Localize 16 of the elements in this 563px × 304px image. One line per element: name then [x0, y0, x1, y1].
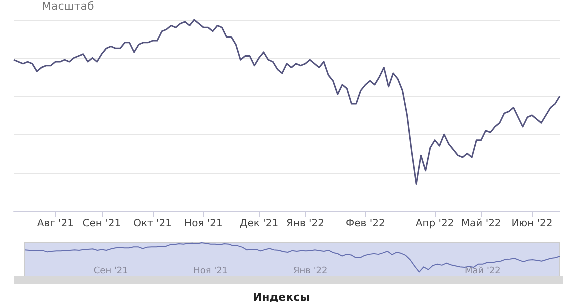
x-tick-label: Ноя '21 — [184, 218, 223, 230]
x-tick-label: Авг '21 — [37, 218, 74, 230]
x-tick-label: Янв '22 — [286, 218, 325, 230]
x-tick-label: Апр '22 — [416, 218, 454, 230]
text: Индексы — [252, 291, 310, 304]
x-tick-label: Июн '22 — [512, 218, 553, 230]
x-tick-label: Дек '21 — [240, 218, 279, 230]
text: Масштаб — [42, 0, 94, 13]
x-tick-label: Ноя '21 — [194, 266, 228, 276]
x-tick-label: Май '22 — [461, 218, 502, 230]
x-tick-label: Сен '21 — [94, 266, 128, 276]
x-tick-label: Янв '22 — [294, 266, 328, 276]
x-tick-label: Май '22 — [464, 266, 501, 276]
x-tick-label: Окт '21 — [134, 218, 172, 230]
x-tick-label: Сен '21 — [82, 218, 122, 230]
x-tick-label: Фев '22 — [346, 218, 386, 230]
